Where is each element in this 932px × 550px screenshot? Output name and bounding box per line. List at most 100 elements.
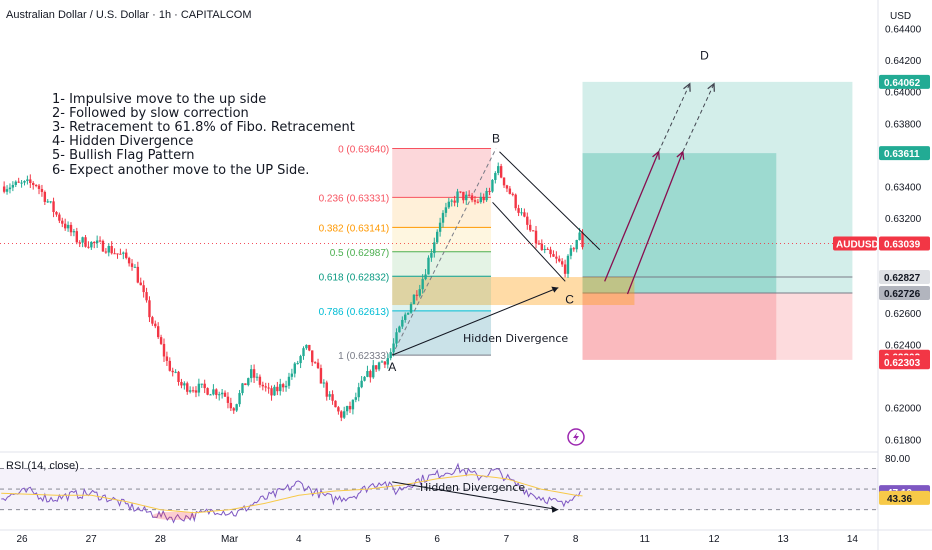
time-tick-label: 12 (708, 534, 720, 545)
candle-body (546, 248, 549, 250)
candle-body (34, 184, 38, 186)
candle-body (145, 292, 148, 301)
candle-body (183, 383, 186, 386)
candle-body (2, 186, 6, 192)
candle-body (232, 408, 235, 411)
candle-body (313, 362, 317, 364)
divergence-line-rsi (392, 481, 559, 511)
candle-body (154, 323, 157, 327)
price-tick-label: 0.63200 (885, 214, 922, 225)
candle-body (462, 191, 465, 201)
candle-body (404, 314, 407, 320)
time-axis[interactable]: 26 27 28 Mar 4 5 6 7 8 11 12 13 14 (16, 534, 858, 545)
candle-body (497, 166, 500, 174)
flag-upper-line (499, 151, 601, 251)
candle-body (328, 394, 331, 397)
candle-body (360, 380, 363, 388)
divergence-line-price (392, 287, 559, 356)
candle-body (369, 371, 372, 378)
candle-body (43, 191, 47, 202)
candle-body (575, 240, 578, 250)
rsi-tag-bg (879, 490, 930, 505)
price-tick-label: 0.64400 (885, 24, 922, 35)
candle-body (337, 407, 340, 412)
fib-trend-line (391, 148, 497, 356)
candle-body (197, 383, 201, 393)
candle-body (499, 166, 503, 178)
candle-body (514, 194, 517, 209)
candle-body (372, 365, 375, 378)
candle-body (148, 300, 151, 318)
target-zone-outer (582, 81, 853, 294)
time-tick-label: 27 (86, 534, 98, 545)
candle-body (122, 252, 125, 254)
candle-body (459, 191, 462, 193)
candle-body (40, 188, 44, 192)
price-tag-label: 0.63611 (884, 149, 920, 160)
candle-body (87, 246, 90, 248)
candle-body (505, 185, 509, 189)
candle-body (299, 356, 302, 364)
candle-body (66, 224, 70, 229)
rsi-label[interactable]: RSI (14, close) (6, 460, 79, 472)
candle-body (508, 188, 512, 194)
time-tick-label: 13 (778, 534, 790, 545)
candle-body (142, 285, 145, 293)
lightning-icon[interactable] (567, 428, 585, 446)
candle-body (261, 384, 265, 387)
candle-body (560, 261, 564, 265)
candle-body (78, 242, 81, 244)
candle-body (174, 371, 177, 373)
candle-body (46, 201, 49, 203)
candle-body (465, 194, 468, 201)
candle-body (345, 406, 349, 412)
projection-arrow-1-dashed-head (683, 82, 691, 92)
candle-body (14, 181, 17, 185)
candle-body (290, 373, 294, 377)
rsi-tag-label: 43.36 (887, 494, 912, 505)
fib-band (392, 276, 492, 311)
support-zone (392, 277, 635, 306)
candle-body (302, 348, 305, 357)
candle-body (572, 248, 576, 250)
candle-body (209, 394, 212, 396)
candle-body (177, 371, 180, 383)
time-tick-label: 14 (847, 534, 859, 545)
candle-body (401, 319, 404, 327)
candle-body (264, 386, 267, 388)
candle-body (72, 231, 76, 233)
fibonacci-retracement[interactable]: 0 (0.63640) 0.236 (0.63331) 0.382 (0.63141… (319, 145, 497, 363)
candle-body (267, 387, 270, 389)
candle-body (125, 252, 128, 258)
note-6: 6- Expect another move to the UP Side. (52, 163, 309, 178)
candle-body (552, 254, 555, 257)
price-axis[interactable]: 0.64400 0.64200 0.64000 0.63800 0.63400 0.632… (885, 24, 922, 465)
divergence-arrowhead (551, 286, 559, 293)
candle-body (502, 177, 506, 186)
candle-body (308, 344, 311, 351)
candle-body (453, 200, 456, 203)
candle-body (392, 343, 395, 353)
candle-body (58, 214, 61, 221)
symbol-tag-bg (833, 236, 877, 251)
candle-body (558, 258, 561, 262)
zones-layer (0, 81, 878, 360)
candle-body (110, 246, 113, 254)
candle-body (398, 326, 401, 333)
symbol-tag-label: AUDUSD (836, 240, 879, 251)
currency-label[interactable]: USD (890, 11, 911, 22)
candle-body (540, 243, 544, 250)
time-tick-label: 7 (504, 534, 510, 545)
candle-body (517, 208, 520, 213)
candle-body (351, 399, 355, 410)
candle-body (226, 396, 230, 403)
candle-body (247, 378, 250, 386)
candle-body (252, 369, 256, 378)
candle-body (186, 383, 189, 392)
candle-body (84, 237, 87, 247)
candle-body (75, 231, 79, 243)
candle-body (555, 256, 558, 259)
candle-body (168, 360, 172, 371)
candle-body (20, 182, 23, 184)
